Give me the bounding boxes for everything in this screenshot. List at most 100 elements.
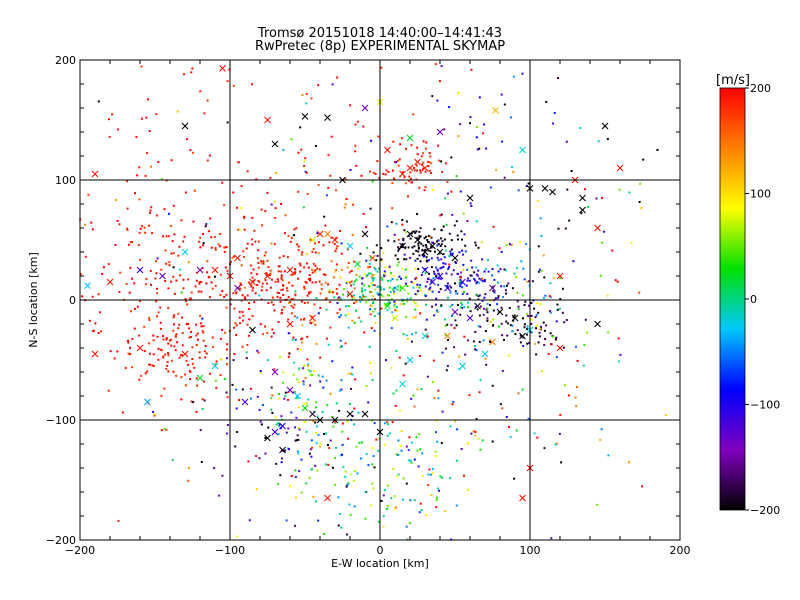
scatter-dot — [294, 338, 297, 341]
scatter-dot — [290, 475, 293, 477]
scatter-dot — [192, 220, 195, 223]
scatter-dot — [396, 475, 399, 478]
scatter-dot — [555, 320, 558, 323]
scatter-dot — [223, 296, 226, 298]
scatter-dot — [611, 249, 614, 252]
scatter-dot — [131, 277, 134, 280]
scatter-dot — [148, 352, 151, 355]
scatter-dot — [296, 316, 299, 319]
scatter-dot — [347, 372, 350, 375]
scatter-dot — [351, 298, 354, 301]
scatter-dot — [202, 233, 204, 235]
scatter-dot — [252, 268, 255, 271]
scatter-dot — [540, 325, 543, 328]
scatter-dot — [387, 294, 389, 297]
scatter-dot — [302, 383, 305, 386]
scatter-dot — [397, 439, 400, 442]
scatter-dot — [199, 322, 202, 325]
scatter-dot — [470, 259, 473, 262]
scatter-dot — [301, 341, 304, 344]
scatter-cross — [421, 248, 429, 256]
scatter-dot — [336, 292, 338, 295]
scatter-dot — [391, 207, 394, 210]
scatter-dot — [479, 448, 482, 451]
scatter-dot — [257, 261, 260, 264]
scatter-dot — [468, 297, 471, 300]
scatter-dot — [396, 258, 399, 261]
scatter-dot — [373, 274, 376, 276]
scatter-dot — [516, 291, 519, 294]
scatter-dot — [180, 291, 183, 294]
scatter-dot — [628, 461, 630, 464]
scatter-dot — [517, 189, 520, 192]
scatter-dot — [307, 369, 310, 372]
scatter-dot — [198, 351, 201, 354]
scatter-dot — [461, 286, 464, 289]
scatter-dot — [373, 422, 376, 425]
scatter-dot — [417, 465, 420, 468]
scatter-dot — [266, 191, 269, 194]
scatter-dot — [202, 325, 205, 328]
scatter-dot — [448, 266, 451, 268]
scatter-dot — [402, 333, 405, 336]
y-tick-label: 100 — [55, 174, 76, 187]
scatter-dot — [523, 304, 526, 306]
scatter-cross — [211, 362, 219, 370]
scatter-dot — [329, 439, 332, 442]
scatter-dot — [377, 449, 380, 452]
scatter-dot — [317, 183, 320, 186]
scatter-dot — [323, 533, 326, 535]
scatter-dot — [376, 254, 379, 257]
scatter-dot — [371, 447, 374, 449]
scatter-dot — [355, 300, 358, 303]
scatter-cross — [489, 338, 496, 346]
scatter-dot — [281, 457, 283, 460]
scatter-dot — [237, 228, 240, 231]
scatter-dot — [435, 297, 438, 300]
scatter-dot — [315, 425, 318, 428]
scatter-dot — [299, 126, 302, 129]
scatter-dot — [253, 229, 256, 232]
scatter-dot — [467, 277, 469, 280]
scatter-dot — [219, 273, 222, 276]
scatter-dot — [270, 242, 273, 245]
scatter-dot — [456, 292, 459, 295]
scatter-dot — [517, 392, 520, 395]
scatter-dot — [462, 212, 465, 215]
scatter-dot — [459, 280, 462, 283]
scatter-dot — [266, 332, 269, 334]
y-tick-label: 200 — [55, 54, 76, 67]
scatter-dot — [433, 314, 436, 317]
scatter-dot — [329, 326, 332, 329]
scatter-dot — [144, 372, 147, 375]
scatter-dot — [453, 327, 456, 329]
scatter-dot — [190, 291, 193, 294]
scatter-dot — [437, 311, 440, 313]
scatter-dot — [353, 505, 356, 508]
scatter-dot — [303, 266, 306, 269]
scatter-dot — [475, 282, 478, 285]
scatter-dot — [407, 449, 410, 452]
scatter-dot — [345, 198, 348, 200]
scatter-dot — [536, 436, 539, 439]
scatter-dot — [541, 370, 543, 373]
scatter-dot — [423, 237, 426, 240]
scatter-dot — [396, 285, 399, 288]
scatter-dot — [281, 308, 284, 311]
scatter-dot — [440, 258, 443, 261]
scatter-dot — [431, 472, 434, 475]
scatter-dot — [270, 203, 273, 206]
scatter-dot — [468, 394, 471, 397]
scatter-dot — [562, 346, 565, 349]
scatter-dot — [470, 432, 473, 435]
scatter-dot — [296, 348, 299, 351]
scatter-dot — [614, 279, 617, 282]
scatter-dot — [236, 535, 239, 538]
scatter-dot — [128, 243, 130, 246]
scatter-dot — [317, 312, 320, 315]
scatter-cross — [616, 164, 624, 172]
scatter-dot — [418, 235, 421, 238]
scatter-dot — [542, 321, 545, 324]
scatter-dot — [312, 419, 315, 422]
scatter-dot — [151, 232, 153, 235]
